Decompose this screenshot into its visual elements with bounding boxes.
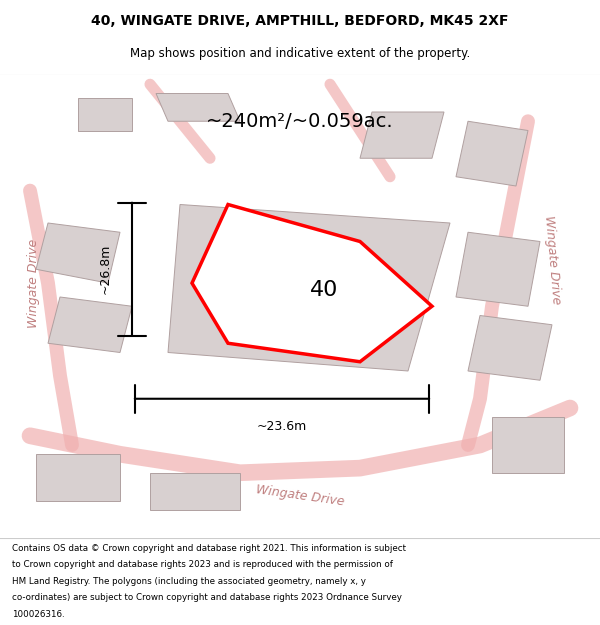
Text: Contains OS data © Crown copyright and database right 2021. This information is : Contains OS data © Crown copyright and d… xyxy=(12,544,406,552)
Polygon shape xyxy=(48,297,132,352)
Text: Wingate Drive: Wingate Drive xyxy=(542,215,562,305)
Text: ~23.6m: ~23.6m xyxy=(257,420,307,433)
Polygon shape xyxy=(456,232,540,306)
Text: Wingate Drive: Wingate Drive xyxy=(26,239,40,328)
Text: Map shows position and indicative extent of the property.: Map shows position and indicative extent… xyxy=(130,48,470,61)
Polygon shape xyxy=(456,121,528,186)
Text: 100026316.: 100026316. xyxy=(12,610,65,619)
Text: ~240m²/~0.059ac.: ~240m²/~0.059ac. xyxy=(206,112,394,131)
Text: 40: 40 xyxy=(310,280,338,300)
Polygon shape xyxy=(156,94,240,121)
Text: HM Land Registry. The polygons (including the associated geometry, namely x, y: HM Land Registry. The polygons (includin… xyxy=(12,577,366,586)
Text: 40, WINGATE DRIVE, AMPTHILL, BEDFORD, MK45 2XF: 40, WINGATE DRIVE, AMPTHILL, BEDFORD, MK… xyxy=(91,14,509,28)
Polygon shape xyxy=(168,204,450,371)
Text: ~26.8m: ~26.8m xyxy=(98,244,112,294)
Polygon shape xyxy=(468,316,552,380)
Text: co-ordinates) are subject to Crown copyright and database rights 2023 Ordnance S: co-ordinates) are subject to Crown copyr… xyxy=(12,594,402,602)
Polygon shape xyxy=(36,454,120,501)
Polygon shape xyxy=(192,204,432,362)
Polygon shape xyxy=(36,223,120,283)
Polygon shape xyxy=(150,472,240,510)
Polygon shape xyxy=(78,98,132,131)
Text: to Crown copyright and database rights 2023 and is reproduced with the permissio: to Crown copyright and database rights 2… xyxy=(12,560,393,569)
Polygon shape xyxy=(360,112,444,158)
Text: Wingate Drive: Wingate Drive xyxy=(255,483,345,509)
Polygon shape xyxy=(492,418,564,472)
